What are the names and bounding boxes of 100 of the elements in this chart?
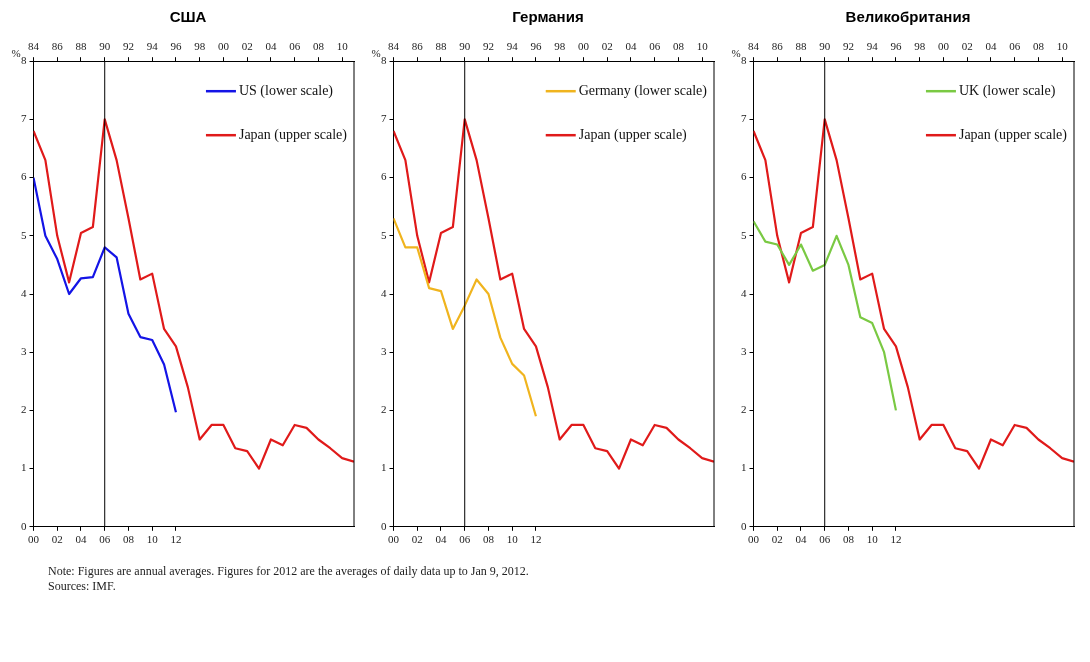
legend-label: Japan (upper scale) [958,126,1068,143]
x2-tick-label: 08 [312,40,325,53]
chart-title: США [168,8,208,27]
x2-tick-label: 92 [122,40,134,53]
x2-tick-label: 10 [336,40,349,53]
x2-tick-label: 98 [194,40,206,53]
y-tick-label: 0 [21,519,27,532]
y-tick-label: 4 [381,286,387,299]
text: Note: Figures are annual averages. Figures for 2012 are the averages of daily data up to Jan 9, 2012. [48,564,530,579]
y-tick-label: 0 [381,519,387,532]
x-tick-label: 10 [866,533,879,546]
x-tick-label: 08 [482,533,495,546]
x2-tick-label: 92 [842,40,854,53]
y-tick-label: 2 [21,403,27,416]
x-tick-label: 04 [795,533,807,546]
x2-tick-label: 96 [170,40,182,53]
source-note: Sources: IMF. [48,579,117,594]
x-tick-label: 00 [28,533,40,546]
x-tick-label: 06 [459,533,471,546]
x2-tick-label: 86 [771,40,784,53]
x2-tick-label: 10 [1056,40,1069,53]
x-tick-label: 06 [819,533,831,546]
x2-tick-label: 94 [866,40,879,53]
x2-tick-label: 10 [696,40,709,53]
y-tick-label: 2 [741,403,747,416]
x2-tick-label: 06 [649,40,661,53]
x2-tick-label: 84 [388,40,400,53]
x2-tick-label: 88 [75,40,87,53]
legend-label: US (lower scale) [238,82,334,99]
y-axis-title: % [371,47,381,60]
x-tick-label: 12 [890,533,902,546]
x-tick-label: 12 [170,533,182,546]
y-tick-label: 0 [741,519,747,532]
y-tick-label: 6 [21,170,27,183]
x2-tick-label: 02 [961,40,973,53]
x2-tick-label: 02 [601,40,613,53]
x2-tick-label: 98 [914,40,926,53]
x2-tick-label: 90 [459,40,471,53]
legend-label: Japan (upper scale) [578,126,688,143]
legend-label: Germany (lower scale) [578,82,708,99]
y-axis-title: % [731,47,741,60]
x2-tick-label: 90 [99,40,111,53]
x2-tick-label: 06 [289,40,301,53]
y-tick-label: 7 [381,112,387,125]
x2-tick-label: 04 [985,40,997,53]
x2-tick-label: 88 [435,40,447,53]
x2-tick-label: 08 [1032,40,1045,53]
x-tick-label: 00 [388,533,400,546]
x-tick-label: 10 [146,533,159,546]
x-tick-label: 10 [506,533,519,546]
y-axis-title: % [11,47,21,60]
x-tick-label: 04 [435,533,447,546]
x-tick-label: 08 [122,533,135,546]
x2-tick-label: 00 [937,40,950,53]
x2-tick-label: 84 [28,40,40,53]
x2-tick-label: 04 [265,40,277,53]
x-tick-label: 06 [99,533,111,546]
y-tick-label: 5 [741,228,747,241]
x2-tick-label: 00 [577,40,590,53]
y-tick-label: 8 [21,54,27,67]
x-tick-label: 00 [748,533,760,546]
y-tick-label: 8 [741,54,747,67]
y-tick-label: 6 [381,170,387,183]
y-tick-label: 5 [21,228,27,241]
y-tick-label: 3 [741,345,747,358]
legend-label: Japan (upper scale) [238,126,348,143]
x2-tick-label: 96 [890,40,902,53]
y-tick-label: 1 [21,461,27,474]
y-tick-label: 1 [381,461,387,474]
y-tick-label: 2 [381,403,387,416]
x2-tick-label: 08 [672,40,685,53]
x2-tick-label: 86 [51,40,64,53]
x2-tick-label: 02 [241,40,253,53]
x2-tick-label: 04 [625,40,637,53]
x2-tick-label: 00 [217,40,230,53]
x-tick-label: 12 [530,533,542,546]
x-tick-label: 02 [771,533,783,546]
y-tick-label: 7 [21,112,27,125]
chart-title: Германия [511,8,585,27]
x-tick-label: 08 [842,533,855,546]
y-tick-label: 8 [381,54,387,67]
x2-tick-label: 86 [411,40,424,53]
x2-tick-label: 90 [819,40,831,53]
x2-tick-label: 94 [146,40,159,53]
x2-tick-label: 06 [1009,40,1021,53]
x2-tick-label: 94 [506,40,519,53]
x-tick-label: 04 [75,533,87,546]
y-tick-label: 4 [741,286,747,299]
y-tick-label: 3 [381,345,387,358]
x2-tick-label: 98 [554,40,566,53]
chart-title: Великобритания [844,8,972,27]
y-tick-label: 6 [741,170,747,183]
x2-tick-label: 88 [795,40,807,53]
x2-tick-label: 92 [482,40,494,53]
y-tick-label: 1 [741,461,747,474]
y-tick-label: 4 [21,286,27,299]
y-tick-label: 7 [741,112,747,125]
x2-tick-label: 96 [530,40,542,53]
y-tick-label: 3 [21,345,27,358]
x-tick-label: 02 [411,533,423,546]
